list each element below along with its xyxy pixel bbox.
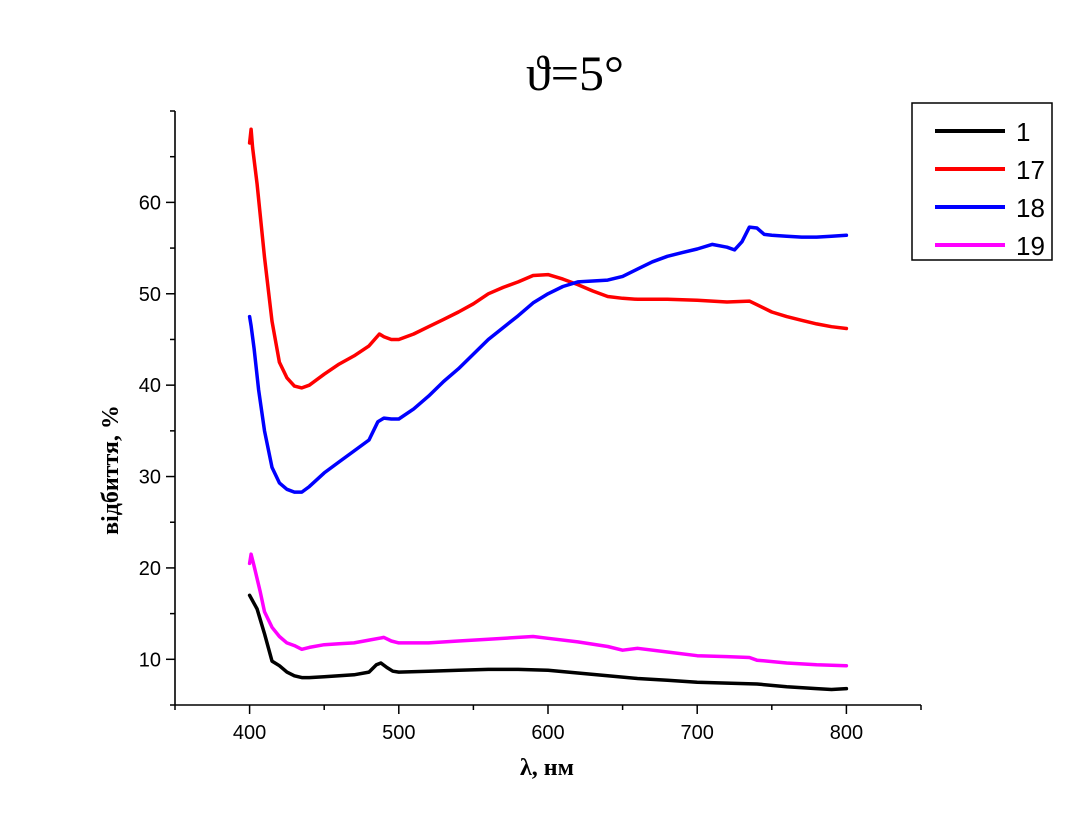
x-tick-label: 600 bbox=[531, 722, 564, 744]
x-tick-label: 400 bbox=[233, 722, 266, 744]
series-line-1 bbox=[247, 593, 849, 692]
chart-title: ϑ=5° bbox=[526, 45, 624, 101]
x-tick-label: 700 bbox=[681, 722, 714, 744]
legend-label-1: 1 bbox=[1016, 117, 1030, 147]
x-tick-label: 500 bbox=[382, 722, 415, 744]
legend: 1 17 18 19 bbox=[911, 102, 1053, 261]
y-ticks: 10 20 30 40 50 60 bbox=[139, 110, 175, 706]
y-tick-label: 20 bbox=[139, 558, 161, 580]
plot-area bbox=[174, 111, 921, 706]
series-line-19 bbox=[247, 552, 849, 668]
legend-label-18: 18 bbox=[1016, 193, 1045, 223]
legend-items: 1 17 18 19 bbox=[935, 117, 1045, 261]
legend-label-19: 19 bbox=[1016, 231, 1045, 261]
y-tick-label: 30 bbox=[139, 467, 161, 489]
x-ticks: 400 500 600 700 800 bbox=[174, 705, 922, 744]
legend-label-17: 17 bbox=[1016, 155, 1045, 185]
y-tick-label: 60 bbox=[139, 192, 161, 214]
x-tick-label: 800 bbox=[830, 722, 863, 744]
series-line-17 bbox=[247, 127, 849, 390]
y-tick-label: 50 bbox=[139, 284, 161, 306]
y-axis-title: відбиття, % bbox=[98, 405, 124, 535]
y-tick-label: 40 bbox=[139, 375, 161, 397]
series-lines bbox=[247, 127, 849, 692]
y-tick-label: 10 bbox=[139, 649, 161, 671]
series-line-18 bbox=[247, 225, 849, 494]
x-axis-title: λ, нм bbox=[520, 755, 574, 781]
